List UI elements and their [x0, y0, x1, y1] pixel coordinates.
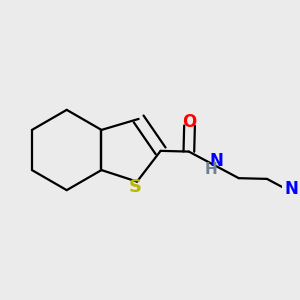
Text: H: H	[204, 162, 217, 177]
Text: S: S	[129, 178, 142, 196]
Text: N: N	[285, 180, 299, 198]
Text: O: O	[182, 113, 197, 131]
Text: N: N	[209, 152, 223, 170]
